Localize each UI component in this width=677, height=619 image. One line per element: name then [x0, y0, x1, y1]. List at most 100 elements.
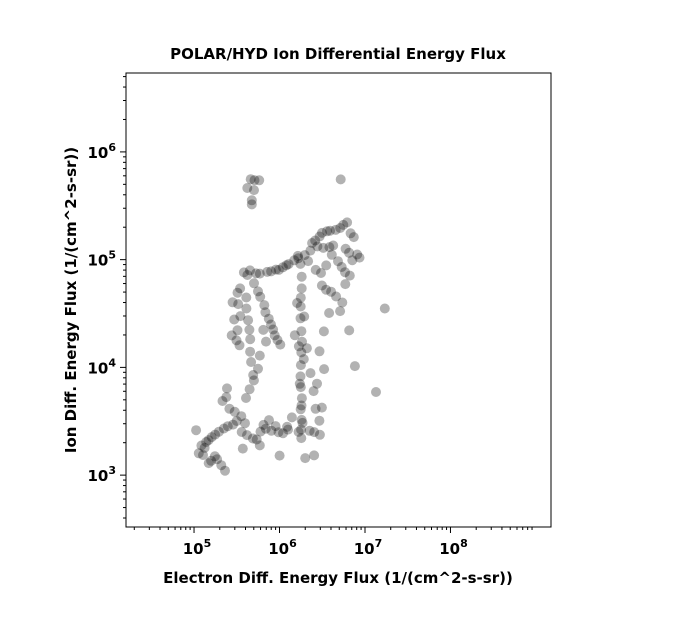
data-point	[254, 175, 265, 186]
data-point	[344, 325, 355, 336]
data-point	[224, 403, 235, 414]
data-point	[262, 266, 273, 277]
data-point	[317, 227, 327, 238]
data-point	[201, 437, 212, 447]
data-point	[191, 425, 202, 436]
data-point	[371, 387, 381, 397]
data-point	[210, 429, 221, 440]
data-point	[242, 183, 253, 193]
data-point	[203, 435, 214, 446]
data-point	[305, 368, 316, 379]
data-point	[221, 392, 232, 403]
data-point	[310, 235, 321, 246]
data-point	[310, 264, 321, 275]
data-point	[246, 199, 257, 210]
data-point	[249, 175, 260, 186]
data-point	[352, 249, 363, 260]
data-point	[295, 382, 306, 393]
data-point	[314, 346, 325, 357]
data-point	[283, 259, 294, 270]
data-point	[266, 266, 277, 277]
data-point	[295, 360, 306, 371]
data-point	[245, 174, 256, 185]
data-point	[324, 242, 335, 253]
data-point	[235, 283, 246, 294]
data-point	[240, 418, 250, 429]
data-point	[258, 324, 269, 335]
data-point	[297, 336, 307, 347]
data-point	[316, 402, 327, 413]
data-point	[314, 231, 325, 242]
data-point	[300, 453, 311, 464]
data-point	[236, 427, 247, 437]
data-point	[248, 370, 259, 380]
data-point	[245, 334, 256, 345]
data-point	[345, 228, 356, 239]
x-tick-label: 106	[268, 537, 297, 558]
data-point	[296, 271, 307, 282]
data-point	[260, 423, 271, 434]
data-point	[297, 417, 308, 428]
data-point	[344, 270, 355, 281]
data-point	[278, 428, 288, 439]
data-point	[330, 224, 341, 235]
data-point	[338, 219, 349, 230]
data-point	[293, 253, 304, 264]
data-point	[296, 433, 307, 444]
data-point	[340, 279, 351, 290]
data-point	[193, 448, 204, 459]
data-point	[222, 383, 232, 394]
data-point	[212, 454, 223, 465]
data-point	[286, 412, 297, 423]
data-point	[326, 286, 337, 297]
data-point	[354, 252, 365, 263]
data-point	[325, 225, 336, 236]
data-point	[326, 249, 337, 260]
data-point	[245, 265, 255, 276]
data-point	[295, 313, 306, 324]
data-point	[209, 451, 220, 462]
data-point	[316, 280, 327, 291]
data-point	[260, 307, 271, 318]
x-axis-label: Electron Diff. Energy Flux (1/(cm^2-s-sr…	[163, 569, 513, 587]
data-point	[229, 406, 240, 417]
data-point	[272, 335, 283, 345]
data-point	[296, 283, 307, 294]
data-point	[340, 243, 351, 254]
data-point	[295, 371, 306, 382]
data-point	[319, 364, 330, 375]
data-point	[296, 347, 307, 358]
data-point	[292, 298, 303, 308]
data-point	[242, 430, 252, 441]
data-point	[337, 297, 348, 308]
data-point	[289, 330, 300, 341]
data-point	[340, 267, 350, 278]
y-tick-label: 103	[87, 464, 116, 485]
data-point	[295, 404, 306, 415]
y-tick-label: 106	[87, 141, 116, 162]
data-point	[246, 195, 257, 206]
data-point	[293, 341, 304, 352]
data-point	[253, 363, 263, 374]
data-point	[249, 278, 259, 289]
data-point	[321, 284, 332, 295]
data-point	[296, 326, 307, 337]
data-point	[335, 223, 346, 233]
data-point	[296, 424, 307, 435]
y-tick-label: 105	[87, 249, 116, 270]
data-point	[233, 299, 244, 310]
data-point	[249, 185, 259, 196]
data-point	[349, 361, 360, 372]
data-point	[261, 336, 271, 347]
data-point	[282, 421, 293, 432]
data-point	[248, 375, 259, 386]
data-point	[293, 426, 304, 437]
data-point	[244, 324, 255, 335]
data-point	[266, 425, 277, 436]
data-point	[275, 339, 286, 350]
data-point	[270, 421, 281, 432]
data-point	[298, 354, 309, 365]
y-tick-label: 104	[87, 356, 116, 377]
data-point	[247, 433, 258, 444]
data-point	[251, 268, 262, 279]
